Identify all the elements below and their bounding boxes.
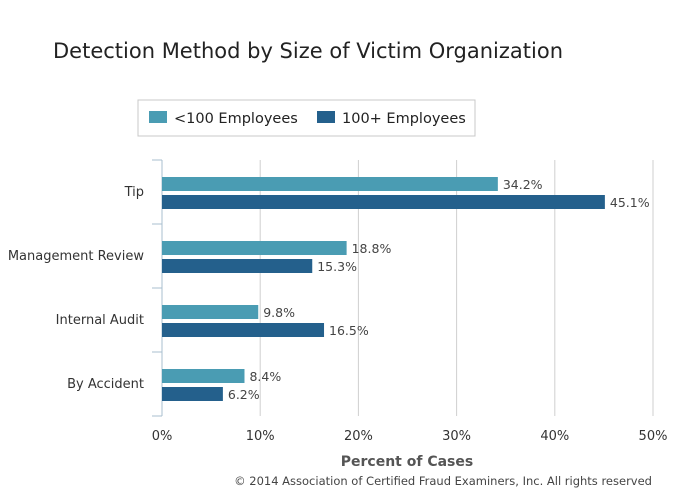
bar[interactable] xyxy=(162,259,313,273)
x-tick-label: 20% xyxy=(344,429,373,444)
legend: <100 Employees 100+ Employees xyxy=(137,99,476,137)
bar[interactable] xyxy=(162,323,325,337)
data-label: 9.8% xyxy=(263,305,295,320)
x-tick-label: 0% xyxy=(152,429,173,444)
bar[interactable] xyxy=(162,369,245,383)
bar[interactable] xyxy=(162,305,259,319)
x-tick-label: 30% xyxy=(442,429,471,444)
data-label: 18.8% xyxy=(352,241,392,256)
data-label: 45.1% xyxy=(610,195,650,210)
category-label: Internal Audit xyxy=(56,313,144,328)
category-label: By Accident xyxy=(67,377,144,392)
data-label: 16.5% xyxy=(329,323,369,338)
bar[interactable] xyxy=(162,387,223,401)
credit-text: © 2014 Association of Certified Fraud Ex… xyxy=(234,474,652,488)
bar[interactable] xyxy=(162,195,605,209)
x-tick-label: 40% xyxy=(540,429,569,444)
legend-label-small[interactable]: <100 Employees xyxy=(174,111,298,127)
plot-area: 0% 10% 20% 30% 40% 50% Tip 34.2% 45.1% Management… xyxy=(8,159,668,444)
category-label: Tip xyxy=(124,185,144,200)
data-label: 15.3% xyxy=(317,259,357,274)
x-axis-title: Percent of Cases xyxy=(341,454,473,470)
legend-label-large[interactable]: 100+ Employees xyxy=(342,111,466,127)
x-tick-label: 50% xyxy=(639,429,668,444)
data-label: 6.2% xyxy=(228,387,260,402)
legend-box xyxy=(137,99,476,137)
bar[interactable] xyxy=(162,177,498,191)
legend-swatch-small xyxy=(149,111,167,123)
data-label: 34.2% xyxy=(503,177,543,192)
x-tick-label: 10% xyxy=(246,429,275,444)
legend-swatch-large xyxy=(317,111,335,123)
category-label: Management Review xyxy=(8,249,145,264)
chart-title: Detection Method by Size of Victim Organ… xyxy=(53,39,563,63)
data-label: 8.4% xyxy=(249,369,281,384)
bar[interactable] xyxy=(162,241,347,255)
